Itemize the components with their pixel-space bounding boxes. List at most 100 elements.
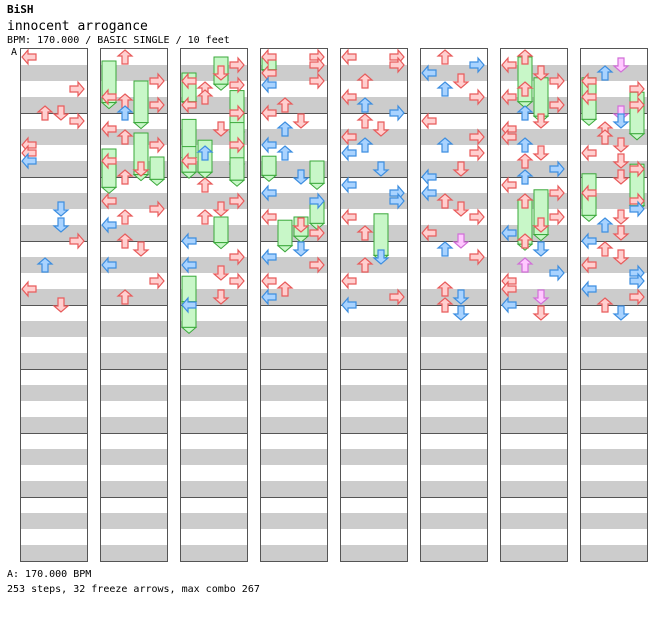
arrow-right-icon: [469, 88, 485, 106]
arrow-right-icon: [469, 248, 485, 266]
arrow-left-icon: [101, 152, 117, 170]
measure-divider: [581, 241, 647, 242]
arrow-up-icon: [452, 161, 470, 177]
freeze-arrow-end: [308, 182, 326, 191]
arrow-left-icon: [501, 280, 517, 298]
arrow-up-icon: [452, 73, 470, 89]
freeze-arrow-tail: [149, 156, 165, 180]
arrow-left-icon: [21, 48, 37, 66]
arrow-down-icon: [436, 281, 454, 297]
arrow-up-icon: [612, 249, 630, 265]
arrow-down-icon: [436, 81, 454, 97]
arrow-down-icon: [116, 209, 134, 225]
arrow-down-icon: [116, 129, 134, 145]
arrow-down-icon: [516, 169, 534, 185]
arrow-left-icon: [421, 64, 437, 82]
arrow-right-icon: [229, 248, 245, 266]
bpm-info: A: 170.000 BPM: [7, 569, 92, 580]
arrow-left-icon: [501, 296, 517, 314]
arrow-down-icon: [116, 289, 134, 305]
step-stats: 253 steps, 32 freeze arrows, max combo 2…: [7, 584, 260, 595]
freeze-arrow-end: [228, 179, 246, 187]
measure-divider: [261, 497, 327, 498]
arrow-up-icon: [452, 233, 470, 249]
arrow-left-icon: [261, 208, 277, 226]
arrow-right-icon: [309, 192, 325, 210]
arrow-up-icon: [52, 105, 70, 121]
arrow-up-icon: [612, 225, 630, 241]
arrow-up-icon: [372, 161, 390, 177]
arrow-down-icon: [116, 105, 134, 121]
arrow-up-icon: [612, 169, 630, 185]
measure-divider: [421, 369, 487, 370]
measure-divider: [21, 497, 87, 498]
arrow-down-icon: [356, 73, 374, 89]
arrow-left-icon: [181, 256, 197, 274]
measure-divider: [261, 433, 327, 434]
arrow-up-icon: [532, 145, 550, 161]
bpm-marker-label: A: [11, 47, 18, 58]
arrow-down-icon: [276, 121, 294, 137]
freeze-arrow-end: [308, 222, 326, 231]
arrow-right-icon: [549, 184, 565, 202]
arrow-down-icon: [196, 209, 214, 225]
arrow-up-icon: [292, 113, 310, 129]
arrow-left-icon: [581, 280, 597, 298]
arrow-right-icon: [149, 272, 165, 290]
arrow-up-icon: [532, 241, 550, 257]
arrow-right-icon: [149, 72, 165, 90]
arrow-down-icon: [356, 137, 374, 153]
measure-divider: [181, 369, 247, 370]
arrow-down-icon: [276, 145, 294, 161]
arrow-up-icon: [612, 305, 630, 321]
measure-divider: [261, 113, 327, 114]
arrow-down-icon: [196, 89, 214, 105]
arrow-up-icon: [292, 217, 310, 233]
measure-divider: [101, 241, 167, 242]
arrow-down-icon: [116, 169, 134, 185]
arrow-right-icon: [69, 232, 85, 250]
freeze-arrow-tail: [181, 275, 197, 303]
arrow-left-icon: [341, 296, 357, 314]
arrow-left-icon: [21, 152, 37, 170]
arrow-left-icon: [101, 88, 117, 106]
arrow-up-icon: [212, 201, 230, 217]
arrow-left-icon: [181, 96, 197, 114]
arrow-down-icon: [356, 113, 374, 129]
freeze-arrow-end: [148, 178, 166, 187]
measure-divider: [101, 369, 167, 370]
freeze-arrow-end: [212, 83, 230, 91]
arrow-down-icon: [276, 281, 294, 297]
arrow-up-icon: [532, 289, 550, 305]
arrow-right-icon: [309, 256, 325, 274]
arrow-right-icon: [309, 56, 325, 74]
arrow-up-icon: [212, 265, 230, 281]
arrow-left-icon: [421, 224, 437, 242]
freeze-arrow-end: [196, 171, 214, 179]
arrow-left-icon: [101, 216, 117, 234]
arrow-down-icon: [596, 217, 614, 233]
arrow-right-icon: [149, 200, 165, 218]
freeze-arrow-end: [180, 326, 198, 335]
arrow-down-icon: [196, 145, 214, 161]
arrow-left-icon: [581, 144, 597, 162]
measure-divider: [101, 305, 167, 306]
freeze-arrow-tail: [373, 213, 389, 256]
freeze-arrow-tail: [229, 157, 245, 181]
freeze-arrow-end: [580, 214, 598, 223]
arrow-left-icon: [421, 112, 437, 130]
artist-name: BiSH: [7, 3, 34, 16]
arrow-down-icon: [436, 49, 454, 65]
arrow-down-icon: [516, 153, 534, 169]
arrow-right-icon: [229, 192, 245, 210]
measure-divider: [341, 497, 407, 498]
arrow-down-icon: [276, 97, 294, 113]
arrow-left-icon: [501, 176, 517, 194]
measure-divider: [261, 305, 327, 306]
song-title: innocent arrogance: [7, 19, 148, 34]
measure-divider: [501, 177, 567, 178]
arrow-up-icon: [372, 121, 390, 137]
arrow-up-icon: [212, 65, 230, 81]
arrow-down-icon: [436, 241, 454, 257]
